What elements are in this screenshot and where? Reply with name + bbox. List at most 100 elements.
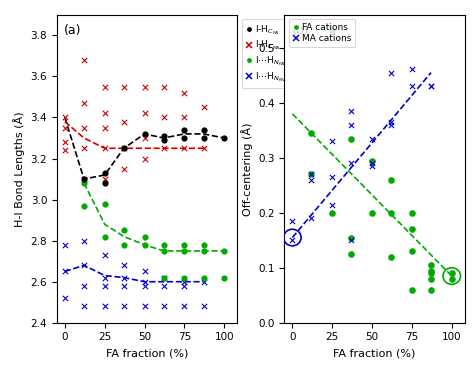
Point	[80, 176, 88, 182]
Point	[200, 135, 207, 141]
Point	[308, 171, 315, 177]
Point	[181, 283, 188, 289]
Point	[101, 176, 109, 182]
Point	[427, 83, 435, 89]
Text: (a): (a)	[64, 24, 82, 37]
Point	[200, 275, 207, 280]
Point	[448, 276, 456, 282]
Point	[181, 242, 188, 248]
Point	[427, 287, 435, 293]
Point	[80, 283, 88, 289]
Point	[101, 275, 109, 280]
Point	[368, 160, 376, 166]
Point	[120, 283, 128, 289]
Point	[200, 303, 207, 309]
Point	[387, 122, 395, 128]
Y-axis label: Off-centering (Å): Off-centering (Å)	[241, 122, 253, 216]
Point	[408, 287, 416, 293]
Point	[101, 180, 109, 186]
Legend: FA cations, MA cations: FA cations, MA cations	[289, 19, 356, 47]
Point	[328, 28, 336, 34]
Point	[160, 242, 167, 248]
Point	[101, 303, 109, 309]
Point	[408, 66, 416, 72]
Point	[120, 145, 128, 151]
Point	[347, 251, 355, 257]
Point	[120, 275, 128, 280]
Point	[308, 215, 315, 221]
Point	[408, 226, 416, 232]
Point	[80, 180, 88, 186]
Point	[120, 145, 128, 151]
Point	[200, 248, 207, 254]
Text: (b): (b)	[292, 24, 309, 37]
Point	[160, 133, 167, 139]
Point	[368, 163, 376, 169]
Point	[160, 137, 167, 143]
Point	[101, 252, 109, 258]
Point	[181, 90, 188, 96]
Point	[387, 210, 395, 216]
Point	[160, 84, 167, 90]
Point	[120, 166, 128, 172]
Point	[308, 177, 315, 183]
Point	[160, 248, 167, 254]
Point	[101, 201, 109, 207]
Point	[160, 283, 167, 289]
Point	[101, 283, 109, 289]
Point	[61, 269, 69, 275]
Point	[347, 108, 355, 114]
Point	[427, 267, 435, 273]
Point	[347, 234, 355, 240]
Point	[181, 145, 188, 151]
Point	[160, 275, 167, 280]
Point	[427, 262, 435, 268]
Point	[101, 125, 109, 131]
Point	[347, 135, 355, 141]
Legend: I-H$_{C_{FA}}$, I-H$_{C_{MA}}$, I$\cdots$H$_{N_{FA}}$, I$\cdots$H$_{N_{MA}}$: I-H$_{C_{FA}}$, I-H$_{C_{MA}}$, I$\cdots…	[242, 19, 291, 88]
X-axis label: FA fraction (%): FA fraction (%)	[106, 348, 188, 358]
Point	[101, 111, 109, 116]
Point	[181, 127, 188, 133]
Point	[160, 115, 167, 121]
Point	[328, 174, 336, 180]
Point	[80, 238, 88, 244]
Point	[368, 135, 376, 141]
Point	[160, 145, 167, 151]
Point	[61, 295, 69, 301]
Point	[141, 242, 148, 248]
Point	[141, 303, 148, 309]
Point	[80, 145, 88, 151]
Point	[448, 270, 456, 276]
Point	[308, 130, 315, 136]
Point	[80, 262, 88, 268]
Point	[387, 70, 395, 76]
Point	[141, 111, 148, 116]
Point	[160, 303, 167, 309]
Point	[427, 270, 435, 276]
Point	[80, 57, 88, 63]
Point	[200, 279, 207, 285]
Point	[408, 248, 416, 254]
Point	[427, 83, 435, 89]
Point	[289, 237, 296, 243]
Point	[101, 170, 109, 176]
Point	[181, 275, 188, 280]
Point	[61, 115, 69, 121]
Point	[387, 177, 395, 183]
Point	[120, 227, 128, 233]
Point	[80, 176, 88, 182]
Point	[408, 83, 416, 89]
Point	[80, 125, 88, 131]
Point	[200, 242, 207, 248]
Point	[101, 84, 109, 90]
Point	[141, 84, 148, 90]
Point	[181, 248, 188, 254]
Point	[427, 276, 435, 282]
Point	[368, 158, 376, 164]
Point	[120, 262, 128, 268]
Point	[120, 242, 128, 248]
Point	[328, 138, 336, 144]
Point	[408, 210, 416, 216]
Point	[141, 279, 148, 285]
